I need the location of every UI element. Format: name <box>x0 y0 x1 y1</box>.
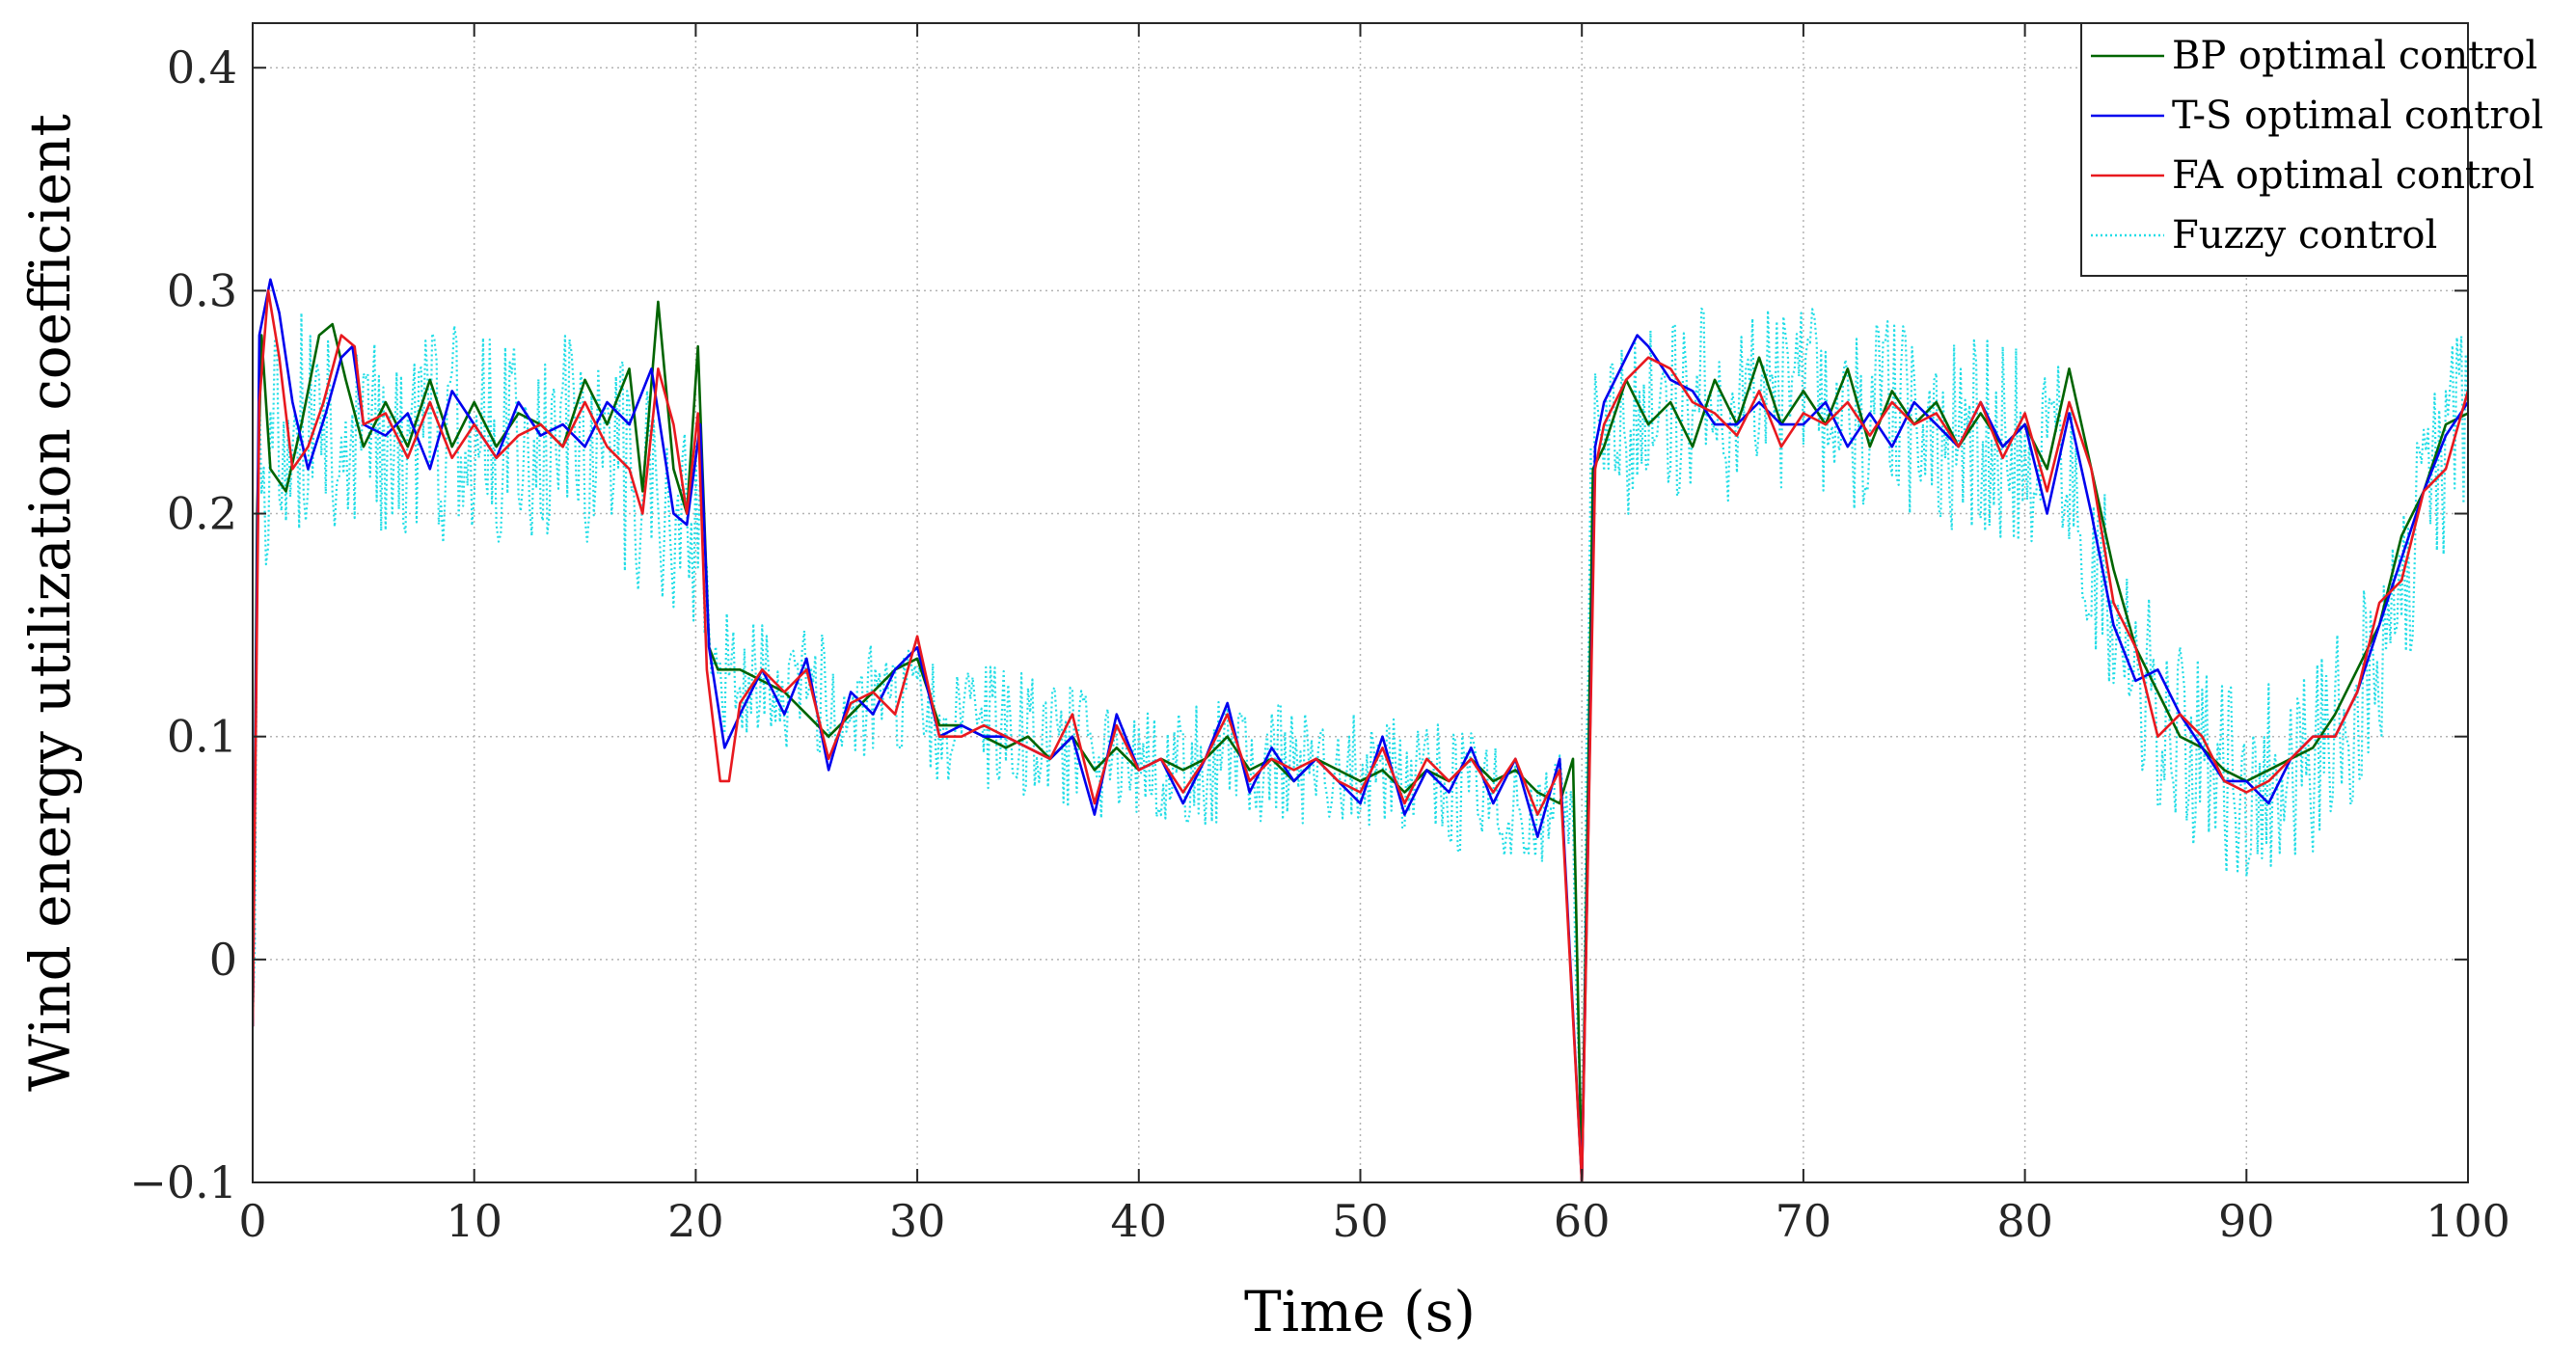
x-tick-label: 50 <box>1332 1195 1389 1247</box>
y-tick-label: 0.2 <box>167 488 237 540</box>
x-tick-label: 90 <box>2218 1195 2275 1247</box>
legend-box <box>2080 22 2469 277</box>
legend-label: T-S optimal control <box>2172 94 2543 138</box>
x-tick-label: 20 <box>667 1195 724 1247</box>
x-tick-label: 60 <box>1554 1195 1611 1247</box>
y-axis-title: Wind energy utilization coefficient <box>17 114 83 1092</box>
legend: BP optimal control T-S optimal control FA … <box>2080 22 2543 277</box>
y-tick-label: 0 <box>209 934 237 986</box>
legend-label: FA optimal control <box>2172 153 2535 198</box>
x-tick-label: 10 <box>446 1195 502 1247</box>
series-line-fuzzy-control <box>253 307 2468 1182</box>
series-line-fa-optimal-control <box>253 289 2468 1182</box>
legend-items: BP optimal control T-S optimal control FA … <box>2091 34 2543 258</box>
series-group <box>253 278 2468 1182</box>
x-tick-label: 40 <box>1111 1195 1168 1247</box>
tick-labels: 0 10 20 30 40 50 60 70 80 90 100−0.100.10.20.30.4 <box>129 41 2510 1247</box>
legend-label: Fuzzy control <box>2172 213 2437 258</box>
x-tick-label: 30 <box>889 1195 946 1247</box>
x-tick-label: 70 <box>1776 1195 1832 1247</box>
y-tick-label: −0.1 <box>129 1156 237 1208</box>
x-axis-title: Time (s) <box>1244 1279 1476 1344</box>
y-tick-label: 0.1 <box>167 711 237 763</box>
x-tick-label: 80 <box>1996 1195 2053 1247</box>
legend-label: BP optimal control <box>2172 34 2537 78</box>
y-tick-label: 0.4 <box>167 41 237 94</box>
y-tick-label: 0.3 <box>167 264 237 316</box>
x-tick-label: 100 <box>2426 1195 2510 1247</box>
x-tick-label: 0 <box>238 1195 266 1247</box>
